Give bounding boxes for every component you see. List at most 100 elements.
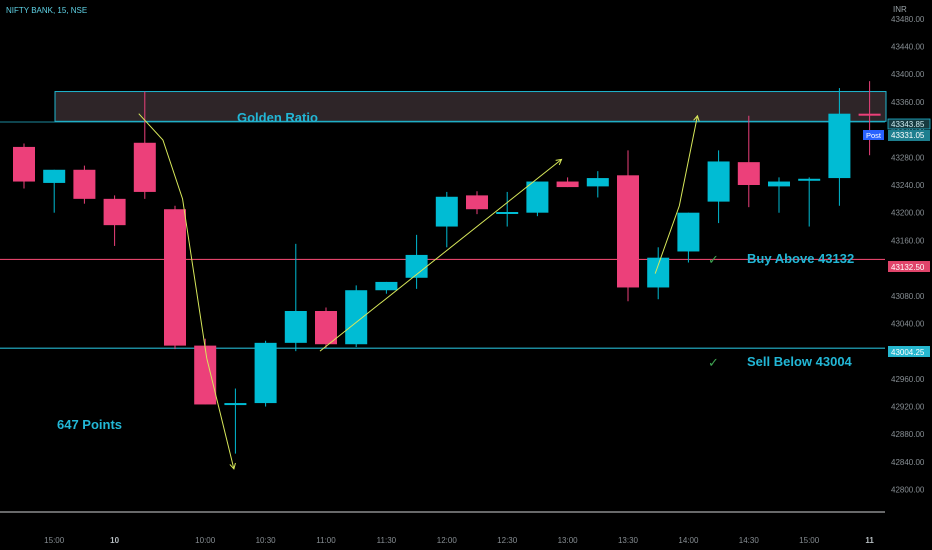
- candle-body: [617, 175, 639, 288]
- candle-body: [858, 113, 881, 116]
- candle: [647, 247, 670, 300]
- candle: [164, 205, 186, 350]
- x-tick-label: 10:00: [195, 536, 216, 545]
- y-tick-label: 43400.00: [891, 70, 925, 79]
- y-tick-label: 42800.00: [891, 486, 925, 495]
- y-tick-label: 43040.00: [891, 319, 925, 328]
- candle: [224, 388, 247, 454]
- y-tick-label: 43240.00: [891, 181, 925, 190]
- buy-above-label: Buy Above 43132: [747, 251, 854, 266]
- buy-level-tag-bg: [888, 261, 930, 272]
- candle: [103, 195, 126, 246]
- x-tick-label: 10:30: [256, 536, 277, 545]
- arrow-line: [654, 115, 698, 274]
- candle: [375, 281, 398, 294]
- candle-body: [435, 196, 458, 227]
- y-tick-label: 43280.00: [891, 153, 925, 162]
- points-label: 647 Points: [57, 417, 122, 432]
- candle: [315, 307, 337, 348]
- zone-top-tag-bg: [887, 118, 931, 130]
- candle: [435, 191, 458, 248]
- candle-body: [647, 257, 670, 288]
- x-tick-label: 12:00: [437, 536, 458, 545]
- x-tick-label: 14:00: [678, 536, 699, 545]
- y-tick-label: 42840.00: [891, 458, 925, 467]
- arrow-head: [693, 114, 700, 122]
- candle: [284, 243, 307, 352]
- candle: [133, 91, 156, 199]
- candle-body: [526, 181, 549, 213]
- y-tick-label: 43480.00: [891, 15, 925, 24]
- sell-level-tag-bg: [888, 346, 930, 357]
- arrow-line: [319, 158, 562, 352]
- candle-body: [375, 281, 398, 291]
- x-tick-label: 11: [865, 536, 874, 545]
- x-tick-label: 10: [110, 536, 119, 545]
- arrow-head: [229, 462, 236, 470]
- x-tick-label: 15:00: [799, 536, 820, 545]
- candle-body: [496, 212, 519, 214]
- candle-body: [73, 169, 96, 199]
- candle-body: [194, 345, 217, 405]
- y-tick-label: 42880.00: [891, 430, 925, 439]
- symbol-title: NIFTY BANK, 15, NSE: [6, 6, 88, 15]
- candle-body: [798, 178, 821, 181]
- sell-below-label: Sell Below 43004: [747, 354, 853, 369]
- candle-body: [405, 254, 428, 278]
- candle: [526, 181, 549, 217]
- arrow-line: [138, 113, 235, 469]
- candle: [798, 177, 821, 227]
- x-tick-label: 15:00: [44, 536, 65, 545]
- y-tick-label: 43200.00: [891, 209, 925, 218]
- candle: [13, 143, 35, 189]
- candle: [617, 150, 639, 302]
- post-tag: Post: [866, 131, 882, 140]
- check-icon-sell: ✓: [708, 356, 719, 371]
- candle-body: [345, 290, 368, 345]
- candle: [254, 340, 277, 407]
- candle-body: [315, 311, 337, 345]
- candle: [466, 191, 488, 215]
- candle: [73, 165, 96, 204]
- golden-ratio-label: Golden Ratio: [237, 110, 318, 125]
- candle-body: [586, 178, 609, 187]
- x-tick-label: 11:30: [377, 536, 397, 545]
- golden-ratio-zone: [54, 91, 887, 122]
- candle-body: [828, 113, 851, 179]
- candle-body: [768, 181, 790, 187]
- last-price-tag: 43331.05: [891, 131, 925, 140]
- last-price-tag-bg: [888, 130, 930, 141]
- candle-body: [466, 195, 488, 210]
- candle-body: [164, 209, 186, 346]
- candle: [707, 150, 730, 224]
- candle: [556, 177, 579, 188]
- candle: [858, 81, 881, 156]
- candle: [737, 115, 760, 208]
- post-tag-bg: [863, 130, 884, 140]
- candle-body: [707, 161, 730, 202]
- y-tick-label: 43080.00: [891, 292, 925, 301]
- candle-body: [224, 403, 247, 406]
- candle-body: [677, 212, 700, 252]
- candle-body: [133, 142, 156, 192]
- x-tick-label: 12:30: [497, 536, 518, 545]
- check-icon-buy: ✓: [708, 253, 719, 268]
- candle-body: [103, 198, 126, 226]
- candle-body: [13, 146, 35, 182]
- x-tick-label: 13:30: [618, 536, 639, 545]
- currency-label: INR: [893, 5, 907, 14]
- x-tick-label: 13:00: [558, 536, 579, 545]
- candle: [768, 177, 790, 213]
- arrow-head: [555, 158, 563, 166]
- candle-body: [254, 342, 277, 404]
- candle: [43, 169, 66, 213]
- candle: [405, 234, 428, 289]
- candle: [828, 88, 851, 206]
- candle-body: [737, 162, 760, 185]
- candle-body: [556, 181, 579, 188]
- buy-level-tag: 43132.50: [891, 263, 925, 272]
- y-tick-label: 43360.00: [891, 98, 925, 107]
- y-tick-label: 43440.00: [891, 43, 925, 52]
- y-tick-label: 42920.00: [891, 403, 925, 412]
